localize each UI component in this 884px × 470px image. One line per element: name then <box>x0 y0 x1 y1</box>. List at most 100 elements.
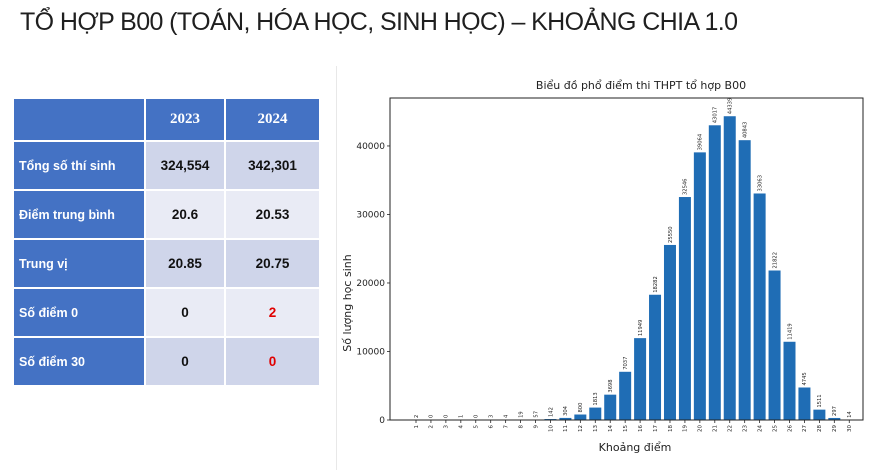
x-tick-label: 18 <box>668 425 674 432</box>
cell-score30-2023: 0 <box>144 336 226 387</box>
bar-value-label: 14 <box>847 411 853 418</box>
y-tick-label: 40000 <box>356 142 385 152</box>
cell-total-2024: 342,301 <box>224 140 321 191</box>
bar-21 <box>708 125 721 421</box>
x-tick-label: 11 <box>563 425 569 432</box>
bar-value-label: 18282 <box>653 276 659 293</box>
x-tick-label: 26 <box>787 425 793 432</box>
bar-value-label: 40843 <box>742 122 748 139</box>
bar-value-label: 44339 <box>728 98 734 115</box>
bar-23 <box>738 140 751 420</box>
y-tick-label: 30000 <box>356 210 385 220</box>
stats-table: 2023 2024 Tổng số thí sinh 324,554 342,3… <box>12 97 321 387</box>
x-tick-label: 10 <box>548 425 554 432</box>
bar-24 <box>753 193 766 420</box>
x-tick-label: 23 <box>742 425 748 432</box>
x-tick-label: 27 <box>802 425 808 432</box>
bar-14 <box>604 394 617 420</box>
bar-value-label: 7037 <box>623 357 629 370</box>
header-2024: 2024 <box>224 97 321 142</box>
y-tick-label: 0 <box>379 416 385 426</box>
x-axis: 1 2 3 4 5 6 7 8 9 10 11 12 13 14 15 16 17 18 19 20 21 22 23 24 2… <box>414 420 853 432</box>
cell-total-2023: 324,554 <box>144 140 226 191</box>
row-label-total: Tổng số thí sinh <box>12 140 146 191</box>
table-row: Số điểm 0 0 2 <box>12 287 321 338</box>
table-row: Số điểm 30 0 0 <box>12 336 321 387</box>
bar-value-label: 2 <box>414 415 420 418</box>
bar-value-label: 32546 <box>683 179 689 196</box>
bar-value-label: 0 <box>474 415 480 418</box>
bar-25 <box>768 270 781 420</box>
bar-value-label: 33063 <box>757 175 763 192</box>
bars-group <box>410 116 856 421</box>
bar-11 <box>559 417 572 420</box>
histogram-chart: Biểu đồ phổ điểm thi THPT tổ hợp B00 Số … <box>341 79 864 454</box>
x-tick-label: 8 <box>518 425 524 429</box>
x-tick-label: 17 <box>653 425 659 432</box>
bar-15 <box>619 371 632 420</box>
chart-ylabel: Số lượng học sinh <box>341 254 354 351</box>
plot-frame <box>389 97 864 421</box>
x-tick-label: 29 <box>832 425 838 432</box>
y-tick-label: 10000 <box>356 347 385 357</box>
bar-17 <box>649 294 662 420</box>
bar-19 <box>678 197 691 420</box>
y-tick-label: 20000 <box>356 279 385 289</box>
chart-title: Biểu đồ phổ điểm thi THPT tổ hợp B00 <box>536 79 746 92</box>
cell-score0-2023: 0 <box>144 287 226 338</box>
cell-score0-2024: 2 <box>224 287 321 338</box>
cell-mean-2024: 20.53 <box>224 189 321 240</box>
bar-13 <box>589 407 602 420</box>
cell-score30-2024: 0 <box>224 336 321 387</box>
x-tick-label: 16 <box>638 425 644 432</box>
table-header-row: 2023 2024 <box>12 97 321 142</box>
x-tick-label: 5 <box>474 425 480 429</box>
bar-value-label: 4 <box>503 414 509 418</box>
x-tick-label: 22 <box>728 425 734 432</box>
header-empty <box>12 97 146 142</box>
x-tick-label: 28 <box>817 425 823 432</box>
table-row: Tổng số thí sinh 324,554 342,301 <box>12 140 321 191</box>
bar-value-label: 4745 <box>802 372 808 385</box>
bar-labels-group: 2 0 0 1 0 3 4 19 57 142 304 800 1813 3698 7037 11949 182… <box>414 98 853 418</box>
x-tick-label: 1 <box>414 425 420 429</box>
bar-29 <box>828 417 841 420</box>
row-label-score0: Số điểm 0 <box>12 287 146 338</box>
x-tick-label: 24 <box>757 425 763 432</box>
slide-title: TỔ HỢP B00 (TOÁN, HÓA HỌC, SINH HỌC) – K… <box>20 8 738 36</box>
bar-value-label: 1813 <box>593 392 599 405</box>
x-tick-label: 19 <box>683 425 689 432</box>
x-tick-label: 20 <box>698 425 704 432</box>
bar-16 <box>634 338 647 420</box>
bar-value-label: 0 <box>444 415 450 418</box>
bar-value-label: 800 <box>578 403 584 413</box>
bar-value-label: 57 <box>533 411 539 418</box>
bar-value-label: 1511 <box>817 394 823 407</box>
y-axis: 0 10000 20000 30000 40000 <box>356 142 390 426</box>
x-tick-label: 3 <box>444 425 450 429</box>
x-tick-label: 6 <box>489 425 495 429</box>
bar-28 <box>813 409 826 420</box>
bar-26 <box>783 341 796 420</box>
bar-value-label: 3698 <box>608 379 614 392</box>
bar-value-label: 304 <box>563 405 569 416</box>
bar-value-label: 297 <box>832 406 838 416</box>
bar-18 <box>663 244 676 420</box>
bar-27 <box>798 387 811 420</box>
cell-median-2024: 20.75 <box>224 238 321 289</box>
x-tick-label: 30 <box>847 425 853 432</box>
cell-median-2023: 20.85 <box>144 238 226 289</box>
bar-value-label: 21822 <box>772 252 778 269</box>
bar-22 <box>723 116 736 420</box>
bar-value-label: 43017 <box>713 107 719 124</box>
bar-value-label: 0 <box>429 415 435 418</box>
x-tick-label: 21 <box>713 425 719 432</box>
bar-value-label: 25550 <box>668 226 674 243</box>
row-label-score30: Số điểm 30 <box>12 336 146 387</box>
x-tick-label: 4 <box>459 425 465 429</box>
bar-value-label: 11949 <box>638 320 644 337</box>
bar-20 <box>693 152 706 420</box>
chart-xlabel: Khoảng điểm <box>599 441 672 454</box>
x-tick-label: 7 <box>503 425 509 429</box>
x-tick-label: 14 <box>608 425 614 432</box>
